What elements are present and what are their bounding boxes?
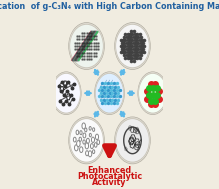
Circle shape xyxy=(95,134,99,140)
Circle shape xyxy=(73,137,76,142)
Circle shape xyxy=(79,137,81,141)
Ellipse shape xyxy=(70,25,103,67)
Ellipse shape xyxy=(51,71,81,115)
Ellipse shape xyxy=(114,117,151,164)
Ellipse shape xyxy=(94,71,125,115)
Ellipse shape xyxy=(69,117,104,163)
Ellipse shape xyxy=(68,117,105,164)
Circle shape xyxy=(97,140,100,145)
Text: Enhanced: Enhanced xyxy=(87,166,132,175)
Ellipse shape xyxy=(138,72,168,114)
Circle shape xyxy=(76,130,79,135)
Circle shape xyxy=(85,143,88,149)
Polygon shape xyxy=(124,127,141,154)
Ellipse shape xyxy=(70,119,103,162)
Text: Activity: Activity xyxy=(92,178,127,187)
Circle shape xyxy=(85,128,87,132)
Ellipse shape xyxy=(115,118,150,163)
Circle shape xyxy=(83,133,86,138)
Circle shape xyxy=(74,145,78,151)
Ellipse shape xyxy=(138,71,168,115)
Circle shape xyxy=(88,151,92,157)
Ellipse shape xyxy=(68,22,105,70)
Text: Modification  of g-C₃N₄ with High Carbon Containing Materials: Modification of g-C₃N₄ with High Carbon … xyxy=(0,2,219,11)
Ellipse shape xyxy=(116,25,149,67)
Ellipse shape xyxy=(96,74,123,113)
Ellipse shape xyxy=(69,24,104,68)
Ellipse shape xyxy=(69,23,104,69)
Ellipse shape xyxy=(115,24,150,68)
Circle shape xyxy=(77,141,80,147)
Circle shape xyxy=(82,123,85,129)
Text: Photocatalytic: Photocatalytic xyxy=(77,172,142,181)
Ellipse shape xyxy=(116,119,149,162)
Circle shape xyxy=(89,133,91,137)
Ellipse shape xyxy=(69,118,104,163)
Ellipse shape xyxy=(138,73,167,113)
Circle shape xyxy=(89,126,91,130)
Circle shape xyxy=(86,151,88,156)
Circle shape xyxy=(91,137,95,143)
Ellipse shape xyxy=(52,73,81,113)
Ellipse shape xyxy=(115,23,150,69)
Ellipse shape xyxy=(114,22,151,70)
Ellipse shape xyxy=(51,72,81,114)
Circle shape xyxy=(94,143,97,147)
Ellipse shape xyxy=(53,74,80,113)
Circle shape xyxy=(79,147,83,153)
Ellipse shape xyxy=(139,74,166,113)
Circle shape xyxy=(93,128,95,131)
Circle shape xyxy=(83,140,85,144)
Ellipse shape xyxy=(115,117,150,163)
Circle shape xyxy=(87,138,89,143)
Circle shape xyxy=(90,144,93,149)
Ellipse shape xyxy=(95,72,124,114)
Ellipse shape xyxy=(95,73,124,113)
Circle shape xyxy=(92,150,95,154)
Circle shape xyxy=(80,131,82,135)
